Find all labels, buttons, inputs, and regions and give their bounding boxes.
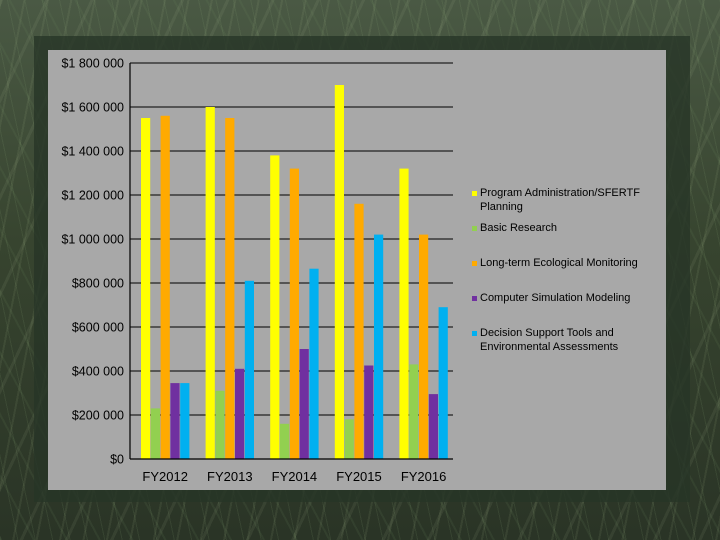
bar — [428, 394, 438, 459]
legend-swatch — [472, 296, 477, 301]
y-tick-label: $600 000 — [72, 321, 124, 335]
legend-item: Decision Support Tools and Environmental … — [472, 327, 619, 353]
bar — [299, 349, 309, 459]
legend: Program Administration/SFERTF Planning Bas… — [472, 187, 640, 353]
bar — [399, 168, 409, 459]
y-tick-label: $1 800 000 — [61, 57, 124, 71]
bar — [270, 155, 280, 459]
bar — [160, 115, 170, 460]
y-tick-label: $800 000 — [72, 277, 124, 291]
legend-item: Program Administration/SFERTF Planning — [472, 187, 640, 213]
x-axis-tick-labels: FY2012 FY2013 FY2014 FY2015 FY2016 — [142, 469, 446, 484]
x-tick-label: FY2014 — [272, 469, 318, 484]
x-tick-label: FY2013 — [207, 469, 253, 484]
legend-label: Long-term Ecological Monitoring — [480, 257, 638, 269]
legend-item: Computer Simulation Modeling — [472, 292, 630, 304]
legend-label: Program Administration/SFERTF — [480, 187, 640, 199]
bar — [180, 383, 190, 459]
legend-swatch — [472, 261, 477, 266]
legend-label: Computer Simulation Modeling — [480, 292, 630, 304]
bar — [364, 365, 374, 459]
bar — [235, 368, 245, 459]
x-tick-label: FY2016 — [401, 469, 447, 484]
bar — [344, 419, 354, 459]
bars — [141, 85, 448, 460]
legend-swatch — [472, 191, 477, 196]
y-tick-label: $1 000 000 — [61, 233, 124, 247]
legend-item: Long-term Ecological Monitoring — [472, 257, 638, 269]
bar — [225, 118, 235, 459]
bar — [289, 168, 299, 459]
x-tick-label: FY2015 — [336, 469, 382, 484]
bar — [419, 234, 429, 459]
bar — [205, 107, 215, 459]
y-tick-label: $0 — [110, 453, 124, 467]
chart-panel: $0 $200 000 $400 000 $600 000 $800 000 $1 000… — [48, 50, 666, 490]
legend-label: Planning — [480, 201, 523, 213]
legend-swatch — [472, 331, 477, 336]
legend-label: Basic Research — [480, 222, 557, 234]
y-tick-label: $1 400 000 — [61, 145, 124, 159]
y-axis-tick-labels: $0 $200 000 $400 000 $600 000 $800 000 $1 000… — [61, 57, 124, 467]
y-tick-label: $1 600 000 — [61, 101, 124, 115]
legend-swatch — [472, 226, 477, 231]
y-tick-label: $400 000 — [72, 365, 124, 379]
y-tick-label: $200 000 — [72, 409, 124, 423]
y-tick-label: $1 200 000 — [61, 189, 124, 203]
bar — [309, 268, 319, 459]
bar — [354, 203, 364, 459]
legend-label: Environmental Assessments — [480, 341, 619, 353]
bar — [280, 423, 290, 459]
bar — [244, 280, 254, 459]
axes — [129, 63, 453, 460]
bar — [141, 118, 151, 459]
legend-item: Basic Research — [472, 222, 557, 234]
bar — [215, 390, 225, 459]
bar — [170, 383, 180, 459]
bar — [334, 85, 344, 459]
legend-label: Decision Support Tools and — [480, 327, 614, 339]
bar-chart: $0 $200 000 $400 000 $600 000 $800 000 $1 000… — [61, 57, 640, 485]
bar — [438, 307, 448, 459]
bar — [150, 408, 160, 459]
bar — [409, 364, 419, 459]
bar — [374, 234, 384, 459]
x-tick-label: FY2012 — [142, 469, 188, 484]
